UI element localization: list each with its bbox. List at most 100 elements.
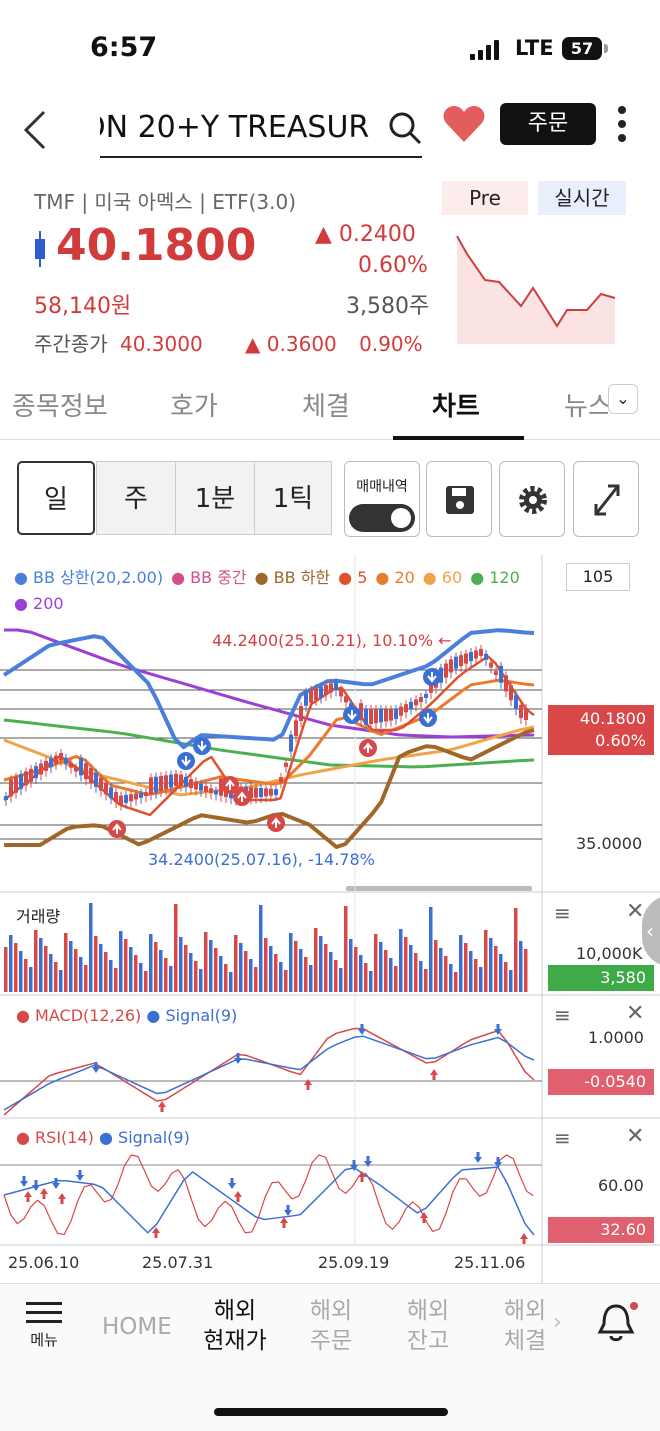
stock-chart[interactable]: ● BB 상한(20,2.00) ● BB 중간 ● BB 하한 ● 5 ● 20 ● 6… — [0, 555, 660, 1283]
volume-bar — [509, 970, 513, 992]
period-day-button[interactable]: 일 — [17, 461, 95, 535]
trade-history-toggle[interactable]: 매매내역 — [344, 461, 420, 537]
indicator-signal-14 — [364, 1156, 372, 1167]
candle-body — [24, 771, 28, 786]
status-bar: 6:57 LTE 57 — [0, 0, 660, 100]
rsi-line — [3, 1154, 534, 1236]
nav-next-icon[interactable]: › — [553, 1310, 562, 1335]
volume-bar — [404, 937, 408, 992]
period-1tick-button[interactable]: 1틱 — [254, 461, 332, 535]
tabs-dropdown-icon[interactable]: ⌄ — [608, 384, 638, 414]
marker-arrow — [271, 817, 281, 828]
candle-body — [364, 708, 368, 725]
candle-body — [339, 689, 343, 697]
candle-body — [444, 663, 448, 678]
candle-body — [29, 768, 33, 782]
indicator-signal-6 — [430, 1069, 438, 1080]
candle-body — [384, 709, 388, 722]
price-change: ▲ 0.2400 — [315, 222, 416, 247]
volume-bar — [464, 943, 468, 992]
macd-close-icon[interactable]: ✕ — [626, 1001, 645, 1026]
period-week-button[interactable]: 주 — [96, 461, 176, 535]
volume-bar — [9, 935, 13, 992]
candle-body — [279, 777, 283, 783]
volume-bar — [504, 962, 508, 992]
notification-bell-icon[interactable] — [592, 1298, 642, 1352]
date-axis-4: 25.11.06 — [454, 1253, 526, 1272]
search-icon[interactable] — [385, 108, 425, 152]
high-annotation: 44.2400(25.10.21), 10.10% ← — [212, 631, 452, 650]
candle-body — [424, 693, 428, 698]
pre-market-badge[interactable]: Pre — [442, 181, 528, 215]
nav-overseas-fills[interactable]: 해외 체결 — [503, 1298, 547, 1354]
chart-legend: ● BB 상한(20,2.00) ● BB 중간 ● BB 하한 ● 5 ● 20 ● 6… — [14, 565, 534, 617]
ma200-line — [4, 628, 535, 739]
nav-overseas-balance[interactable]: 해외 잔고 — [406, 1298, 450, 1354]
rsi-signal-line — [3, 1166, 535, 1236]
tab-trades[interactable]: 체결 — [302, 392, 350, 422]
tab-stock-info[interactable]: 종목정보 — [12, 392, 108, 422]
ma20-line — [3, 678, 535, 796]
volume-bar — [29, 967, 33, 992]
volume-bar — [459, 935, 463, 992]
nav-home[interactable]: HOME — [102, 1314, 172, 1340]
title-field[interactable]: ON 20+Y TREASUR — [100, 104, 422, 158]
order-button[interactable]: 주문 — [500, 103, 596, 145]
volume-bar — [499, 954, 503, 992]
tab-chart[interactable]: 차트 — [432, 392, 480, 422]
marker-arrow — [423, 713, 433, 724]
date-axis-3: 25.09.19 — [318, 1253, 390, 1272]
rsi-menu-icon[interactable]: ≡ — [554, 1126, 571, 1150]
macd-menu-icon[interactable]: ≡ — [554, 1003, 571, 1027]
more-menu-icon[interactable] — [612, 102, 632, 148]
volume-bar — [254, 967, 258, 992]
candle-body — [134, 793, 138, 800]
date-axis-2: 25.07.31 — [142, 1253, 214, 1272]
marker-arrow — [181, 756, 191, 767]
fullscreen-expand-icon[interactable] — [573, 461, 639, 537]
indicator-signal-2 — [358, 1024, 366, 1035]
candle-body — [264, 788, 268, 797]
candle-body — [204, 785, 208, 792]
visible-count-box[interactable]: 105 — [566, 563, 630, 591]
nav-overseas-order[interactable]: 해외 주문 — [309, 1298, 353, 1354]
save-icon[interactable] — [426, 461, 492, 537]
candle-body — [319, 686, 323, 698]
macd-legend: ● MACD(12,26) ● Signal(9) — [16, 1006, 238, 1025]
volume-menu-icon[interactable]: ≡ — [554, 901, 571, 925]
candle-body — [309, 689, 313, 703]
current-price-tag: 40.1800 0.60% — [548, 705, 654, 755]
volume-close-icon[interactable]: ✕ — [626, 899, 645, 924]
indicator-signal-13 — [350, 1160, 358, 1171]
weekly-close-pct: 0.90% — [359, 332, 423, 356]
volume-bar — [349, 939, 353, 992]
volume-bar — [169, 966, 173, 992]
indicator-signal-11 — [228, 1178, 236, 1189]
volume-bar — [429, 907, 433, 992]
bb-upper-line — [2, 628, 535, 750]
volume-bar — [119, 931, 123, 992]
weekly-close-label: 주간종가 — [34, 332, 108, 356]
intraday-sparkline — [456, 236, 616, 344]
candle-body — [389, 709, 393, 721]
menu-button[interactable]: 메뉴 — [24, 1298, 64, 1350]
settings-gear-icon[interactable] — [499, 461, 565, 537]
candle-body — [209, 788, 213, 794]
nav-overseas-quote[interactable]: 해외 현재가 — [203, 1298, 267, 1354]
candle-body — [54, 755, 58, 764]
current-price: 40.1800 — [56, 220, 257, 271]
side-panel-handle-icon[interactable]: ‹ — [642, 895, 660, 967]
tab-news[interactable]: 뉴스 — [564, 392, 608, 422]
back-button[interactable] — [20, 108, 50, 162]
candle-body — [164, 775, 168, 790]
volume-bar — [449, 964, 453, 992]
volume-bar — [109, 960, 113, 992]
price-tag-pct: 0.60% — [595, 731, 646, 750]
favorite-heart-icon[interactable] — [442, 104, 486, 154]
candle-body — [449, 659, 453, 673]
realtime-badge[interactable]: 실시간 — [538, 181, 626, 215]
period-1min-button[interactable]: 1분 — [175, 461, 255, 535]
rsi-close-icon[interactable]: ✕ — [626, 1124, 645, 1149]
tab-orderbook[interactable]: 호가 — [170, 392, 218, 422]
candle-body — [74, 767, 78, 772]
